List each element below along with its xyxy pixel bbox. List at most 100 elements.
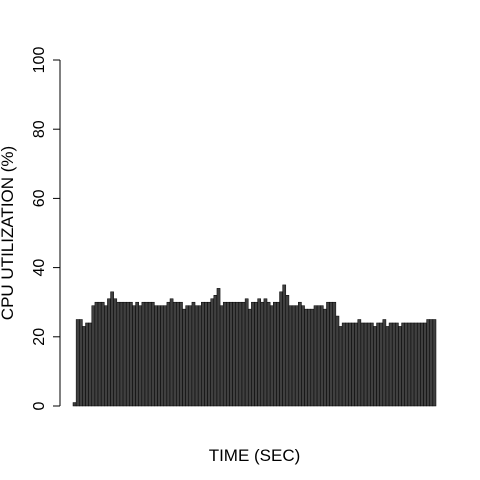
bar — [260, 301, 265, 407]
bar — [222, 301, 227, 407]
bar — [141, 301, 146, 407]
bar — [232, 301, 236, 407]
bar — [204, 301, 208, 407]
bar — [188, 305, 193, 407]
y-axis-ticks: 0 20 40 60 80 100 — [31, 47, 60, 410]
bar — [432, 319, 437, 407]
bar — [429, 319, 434, 407]
bar — [91, 305, 96, 407]
bar — [182, 308, 186, 407]
bar — [398, 326, 402, 407]
bar — [416, 322, 421, 407]
bar — [244, 298, 249, 407]
bar — [404, 322, 409, 407]
bar — [291, 305, 296, 407]
bar — [179, 301, 183, 407]
bar — [395, 322, 399, 407]
bar — [373, 326, 377, 407]
bar — [354, 322, 359, 407]
bar — [235, 301, 240, 407]
bar — [257, 298, 262, 407]
y-tick-label: 60 — [31, 189, 48, 207]
bar — [298, 301, 302, 407]
bar — [247, 308, 252, 407]
bar — [388, 322, 393, 407]
bar — [376, 322, 380, 407]
bar — [301, 305, 305, 407]
bar — [85, 322, 89, 407]
bar — [310, 308, 315, 407]
bar — [326, 301, 330, 407]
bar — [423, 322, 427, 407]
bar — [201, 301, 205, 407]
bar — [82, 326, 86, 407]
bar — [251, 301, 255, 407]
bar — [135, 301, 139, 407]
bar — [338, 326, 343, 407]
bar — [345, 322, 349, 407]
bar — [282, 284, 287, 407]
bar — [150, 301, 155, 407]
bar — [370, 322, 374, 407]
bar — [363, 322, 368, 407]
bar — [138, 305, 143, 407]
bar — [410, 322, 415, 407]
bar — [194, 305, 199, 407]
y-axis: 0 20 40 60 80 100 — [31, 47, 61, 410]
bar — [323, 308, 327, 407]
bar — [79, 319, 83, 407]
bar — [366, 322, 371, 407]
y-tick-label: 80 — [31, 120, 48, 138]
bar — [279, 291, 283, 407]
bar — [348, 322, 352, 407]
bar — [285, 295, 290, 407]
bar — [116, 301, 121, 407]
bar — [72, 402, 77, 407]
bar — [288, 305, 293, 407]
bar — [269, 305, 274, 407]
bar — [391, 322, 396, 407]
x-axis-title: TIME (SEC) — [209, 446, 301, 465]
bar — [122, 301, 127, 407]
bar — [407, 322, 412, 407]
bar — [413, 322, 418, 407]
bar — [166, 301, 171, 407]
bar — [360, 322, 365, 407]
bar — [176, 301, 180, 407]
bar — [169, 298, 174, 407]
bar — [107, 298, 111, 407]
bar — [276, 301, 280, 407]
bar — [119, 301, 124, 407]
y-tick-label: 0 — [31, 401, 48, 410]
bar — [329, 301, 333, 407]
bar — [335, 315, 340, 407]
bar — [426, 319, 430, 407]
bar — [319, 305, 324, 407]
bar — [213, 295, 218, 407]
bar — [210, 298, 215, 407]
bar — [332, 301, 337, 407]
bar — [129, 301, 133, 407]
bar — [125, 301, 130, 407]
bar — [238, 301, 243, 407]
y-axis-title: CPU UTILIZATION (%) — [0, 146, 17, 320]
bar — [313, 305, 318, 407]
bar — [263, 298, 268, 407]
bar — [229, 301, 233, 407]
bar — [132, 305, 136, 407]
bar — [147, 301, 152, 407]
bar — [157, 305, 161, 407]
bar — [154, 305, 158, 407]
bar-series — [72, 284, 437, 407]
bar — [172, 301, 177, 407]
bar — [294, 305, 299, 407]
bar — [351, 322, 355, 407]
bar — [104, 305, 108, 407]
bar — [357, 319, 362, 407]
bar — [219, 305, 224, 407]
bar — [341, 322, 346, 407]
bar — [304, 308, 308, 407]
y-tick-label: 100 — [31, 47, 48, 74]
bar — [420, 322, 424, 407]
